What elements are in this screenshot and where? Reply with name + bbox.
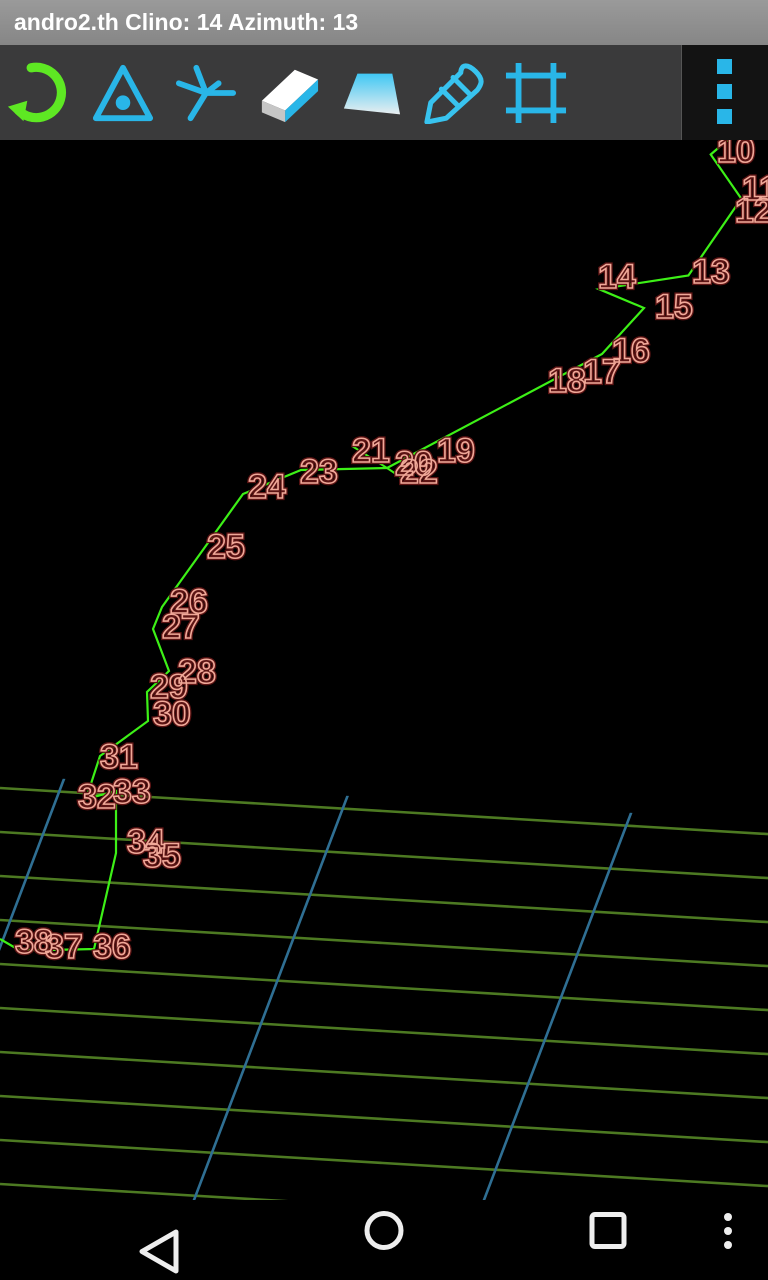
svg-text:13: 13 <box>692 253 730 291</box>
svg-text:35: 35 <box>143 837 181 875</box>
svg-text:12: 12 <box>735 192 768 230</box>
svg-text:25: 25 <box>207 528 245 566</box>
svg-text:33: 33 <box>113 773 151 811</box>
svg-text:36: 36 <box>93 928 131 966</box>
svg-text:30: 30 <box>153 695 191 733</box>
svg-text:18: 18 <box>548 362 586 400</box>
svg-text:23: 23 <box>300 453 338 491</box>
svg-text:14: 14 <box>598 258 636 296</box>
svg-text:19: 19 <box>437 432 475 470</box>
svg-text:32: 32 <box>78 778 116 816</box>
svg-text:21: 21 <box>352 432 390 470</box>
svg-text:10: 10 <box>717 140 755 170</box>
svg-text:31: 31 <box>100 738 138 776</box>
svg-text:27: 27 <box>162 608 200 646</box>
svg-text:15: 15 <box>655 288 693 326</box>
svg-text:22: 22 <box>400 453 438 491</box>
svg-text:38: 38 <box>15 923 53 961</box>
svg-text:24: 24 <box>248 468 286 506</box>
svg-text:17: 17 <box>583 353 621 391</box>
